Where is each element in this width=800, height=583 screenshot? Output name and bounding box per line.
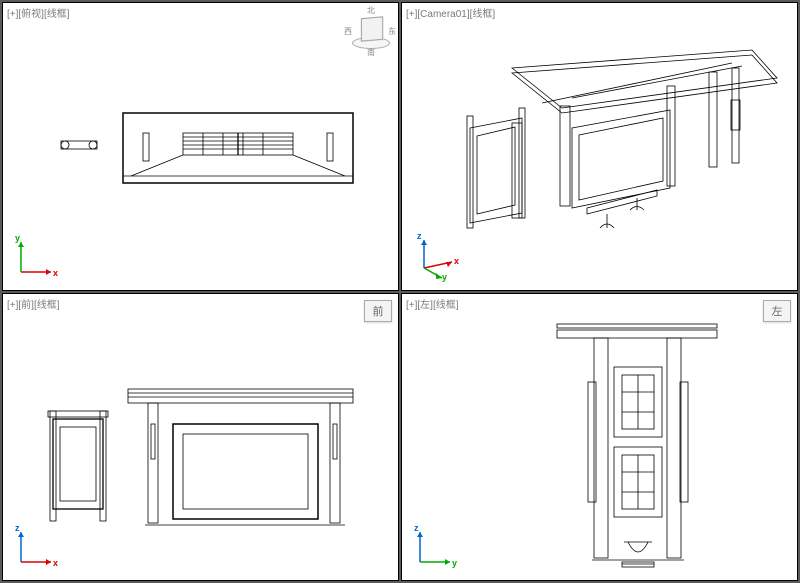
axis-gizmo-front: x z — [13, 522, 61, 570]
svg-text:y: y — [15, 233, 20, 243]
viewcube-front[interactable]: 前 — [364, 300, 392, 322]
axis-gizmo-left: y z — [412, 522, 460, 570]
axis-gizmo-persp: z y x — [412, 232, 460, 280]
svg-text:z: z — [414, 523, 419, 533]
axis-gizmo-top: x y — [13, 232, 61, 280]
viewport-left[interactable]: [+][左][线框] 左 — [401, 293, 798, 582]
viewport-label[interactable]: [+][前][线框] — [7, 296, 60, 311]
viewport-top[interactable]: [+][俯视][线框] 北 南 东 西 — [2, 2, 399, 291]
viewport-label[interactable]: [+][左][线框] — [406, 296, 459, 311]
drawing-top — [53, 108, 363, 193]
compass-w: 西 — [344, 26, 352, 37]
viewport-front[interactable]: [+][前][线框] 前 x z — [2, 293, 399, 582]
svg-text:x: x — [53, 268, 58, 278]
svg-text:y: y — [452, 558, 457, 568]
viewport-label[interactable]: [+][Camera01][线框] — [406, 5, 495, 20]
viewcube-left[interactable]: 左 — [763, 300, 791, 322]
svg-text:x: x — [53, 558, 58, 568]
compass-s: 南 — [367, 47, 375, 58]
svg-text:x: x — [454, 256, 459, 266]
compass-n: 北 — [367, 5, 375, 16]
svg-text:y: y — [442, 272, 447, 282]
svg-text:z: z — [15, 523, 20, 533]
drawing-perspective — [422, 38, 782, 248]
viewport-label[interactable]: [+][俯视][线框] — [7, 5, 70, 20]
viewport-perspective[interactable]: [+][Camera01][线框] — [401, 2, 798, 291]
viewport-grid: [+][俯视][线框] 北 南 东 西 — [0, 0, 800, 583]
drawing-front — [33, 369, 363, 539]
drawing-left — [552, 312, 722, 577]
svg-text:z: z — [417, 231, 422, 241]
compass-e: 东 — [388, 26, 396, 37]
viewcube-top[interactable]: 北 南 东 西 — [350, 9, 392, 51]
